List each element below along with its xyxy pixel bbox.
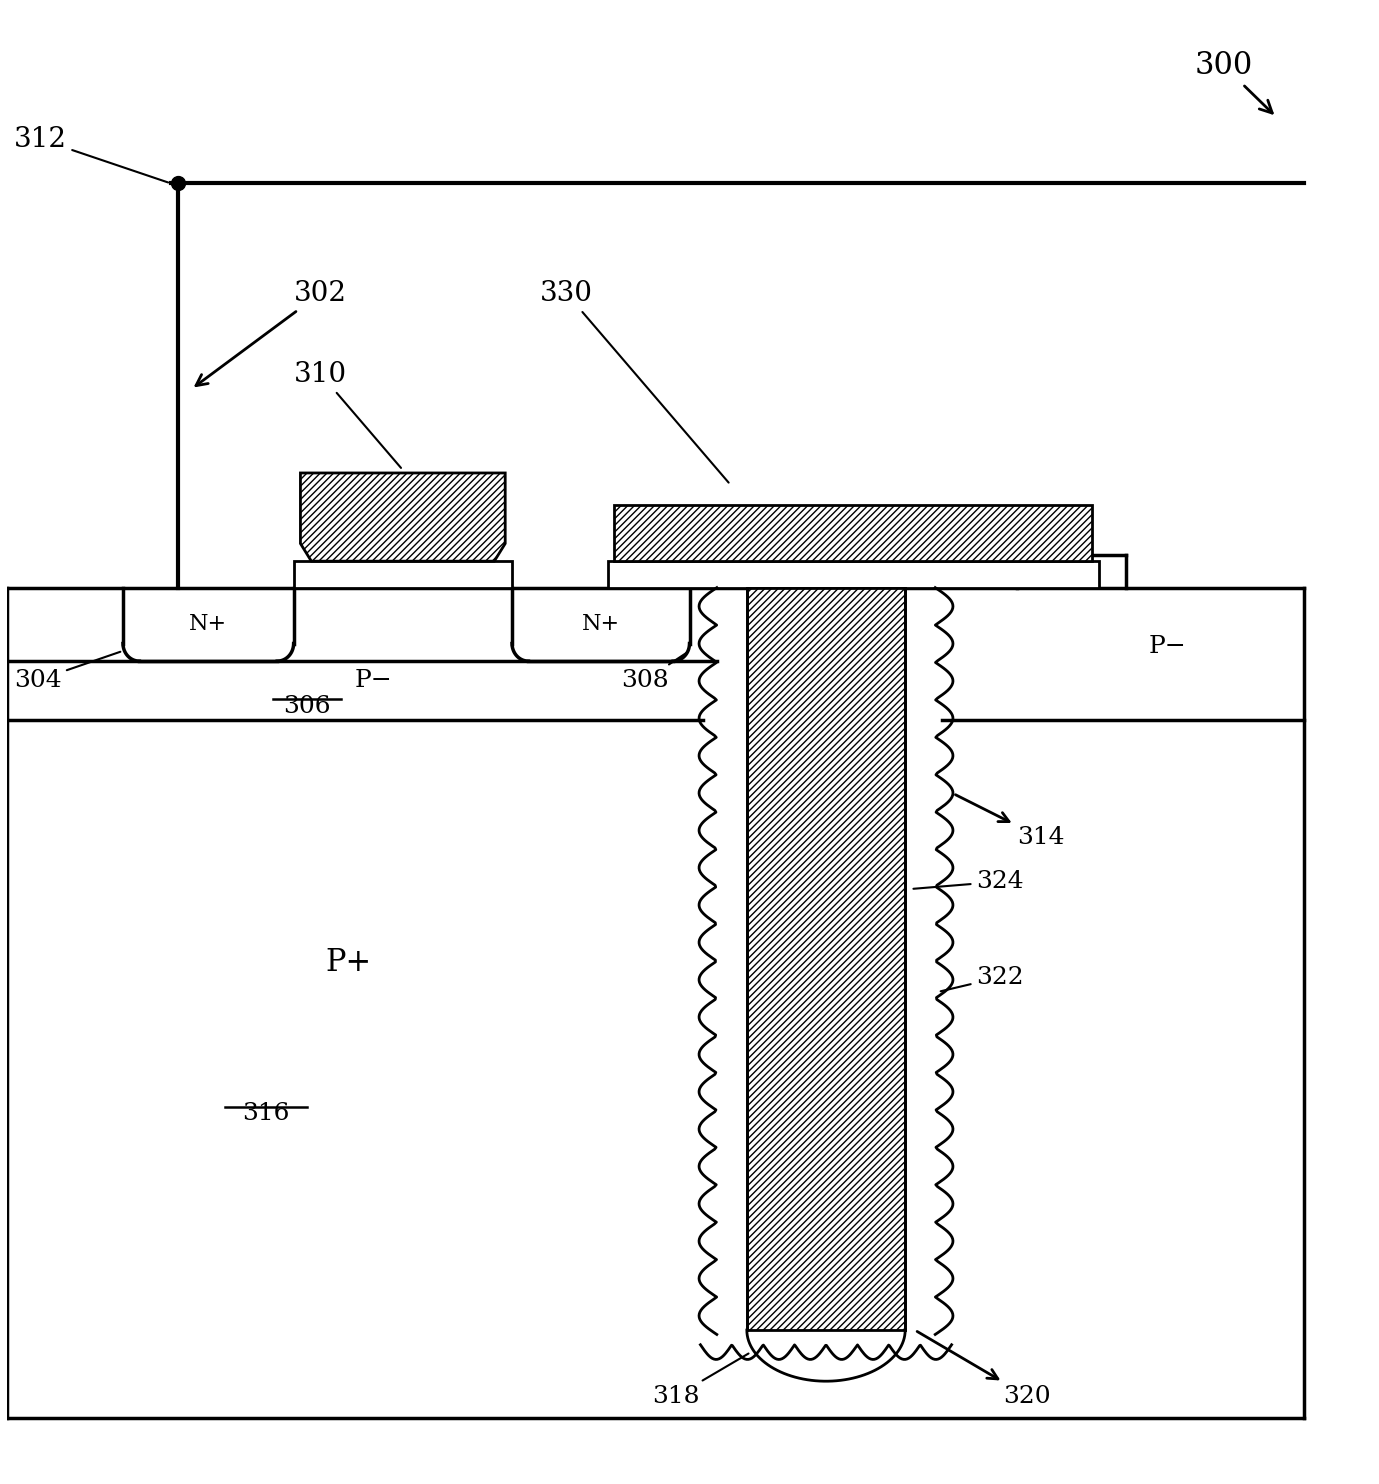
Polygon shape bbox=[615, 506, 1092, 561]
Polygon shape bbox=[747, 588, 905, 1330]
Text: 310: 310 bbox=[294, 361, 401, 467]
Text: 314: 314 bbox=[956, 795, 1065, 849]
Text: 322: 322 bbox=[940, 966, 1023, 991]
Text: 318: 318 bbox=[652, 1353, 749, 1408]
Text: 306: 306 bbox=[284, 695, 331, 718]
Text: P+: P+ bbox=[325, 947, 371, 978]
Text: 304: 304 bbox=[14, 651, 120, 692]
Text: N+: N+ bbox=[582, 613, 619, 635]
Text: 302: 302 bbox=[196, 280, 346, 386]
Polygon shape bbox=[747, 588, 905, 1330]
Polygon shape bbox=[301, 473, 505, 561]
Polygon shape bbox=[608, 561, 1099, 588]
Text: P−: P− bbox=[1149, 635, 1186, 657]
Text: N+: N+ bbox=[189, 613, 228, 635]
Text: 330: 330 bbox=[541, 280, 728, 482]
Text: P−: P− bbox=[354, 669, 393, 692]
Text: 324: 324 bbox=[913, 870, 1023, 893]
Text: 312: 312 bbox=[14, 126, 168, 183]
Text: 300: 300 bbox=[1194, 50, 1273, 113]
Text: 308: 308 bbox=[622, 653, 687, 692]
Text: 316: 316 bbox=[243, 1103, 290, 1125]
Polygon shape bbox=[699, 588, 953, 1352]
Polygon shape bbox=[294, 561, 512, 588]
Text: 320: 320 bbox=[917, 1331, 1051, 1408]
